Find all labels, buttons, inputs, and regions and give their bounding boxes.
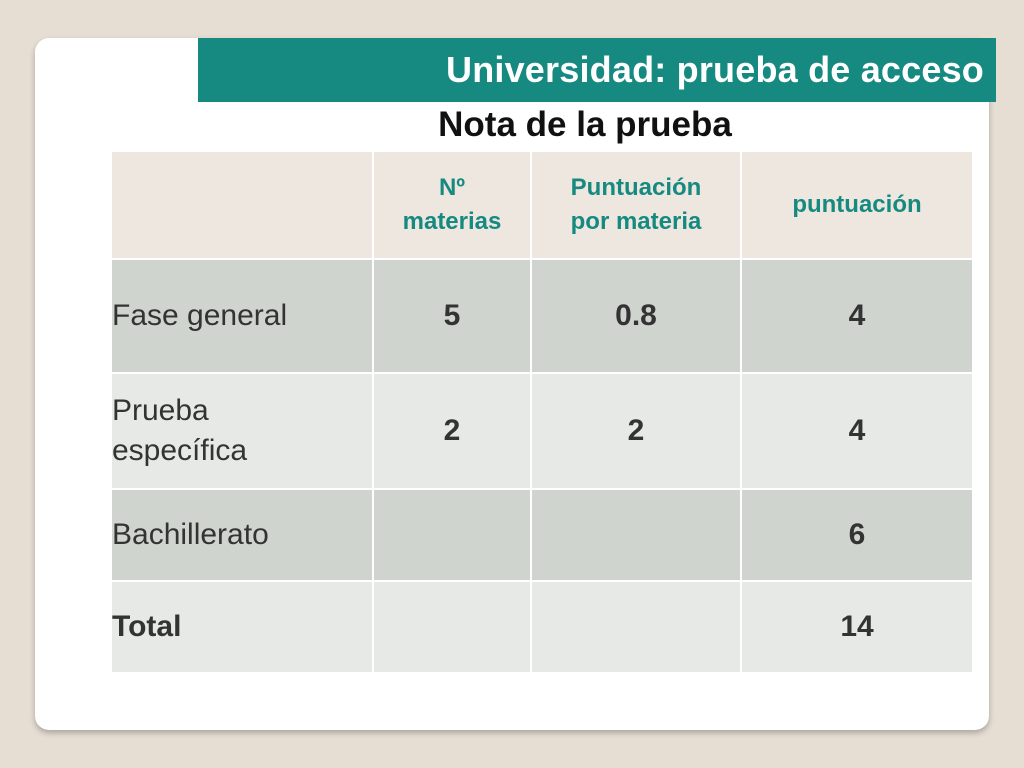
row-label-fase-general: Fase general bbox=[110, 258, 374, 374]
table-row: Fase general 5 0.8 4 bbox=[110, 258, 974, 374]
cell-puntuacion-materia: 0.8 bbox=[530, 258, 742, 374]
header-puntuacion-por-materia: Puntuación por materia bbox=[530, 150, 742, 260]
grades-table: Nº materias Puntuación por materia puntu… bbox=[110, 150, 974, 674]
header-empty-cell bbox=[110, 150, 374, 260]
cell-materias bbox=[372, 488, 532, 582]
table-row: Total 14 bbox=[110, 580, 974, 674]
slide-subtitle: Nota de la prueba bbox=[438, 105, 732, 144]
cell-puntuacion-materia: 2 bbox=[530, 372, 742, 490]
table-row: Bachillerato 6 bbox=[110, 488, 974, 582]
row-label-bachillerato: Bachillerato bbox=[110, 488, 374, 582]
cell-materias: 2 bbox=[372, 372, 532, 490]
table-row: Prueba específica 2 2 4 bbox=[110, 372, 974, 490]
cell-puntuacion: 4 bbox=[740, 372, 974, 490]
row-label-prueba-especifica: Prueba específica bbox=[110, 372, 374, 490]
table-header-row: Nº materias Puntuación por materia puntu… bbox=[110, 150, 974, 260]
slide-title-text: Universidad: prueba de acceso bbox=[446, 49, 984, 90]
slide-title: Universidad: prueba de acceso bbox=[198, 38, 996, 102]
row-label-total: Total bbox=[110, 580, 374, 674]
cell-materias bbox=[372, 580, 532, 674]
cell-puntuacion-materia bbox=[530, 488, 742, 582]
header-num-materias: Nº materias bbox=[372, 150, 532, 260]
cell-materias: 5 bbox=[372, 258, 532, 374]
cell-puntuacion: 4 bbox=[740, 258, 974, 374]
cell-puntuacion: 6 bbox=[740, 488, 974, 582]
header-puntuacion: puntuación bbox=[740, 150, 974, 260]
cell-puntuacion-total: 14 bbox=[740, 580, 974, 674]
cell-puntuacion-materia bbox=[530, 580, 742, 674]
